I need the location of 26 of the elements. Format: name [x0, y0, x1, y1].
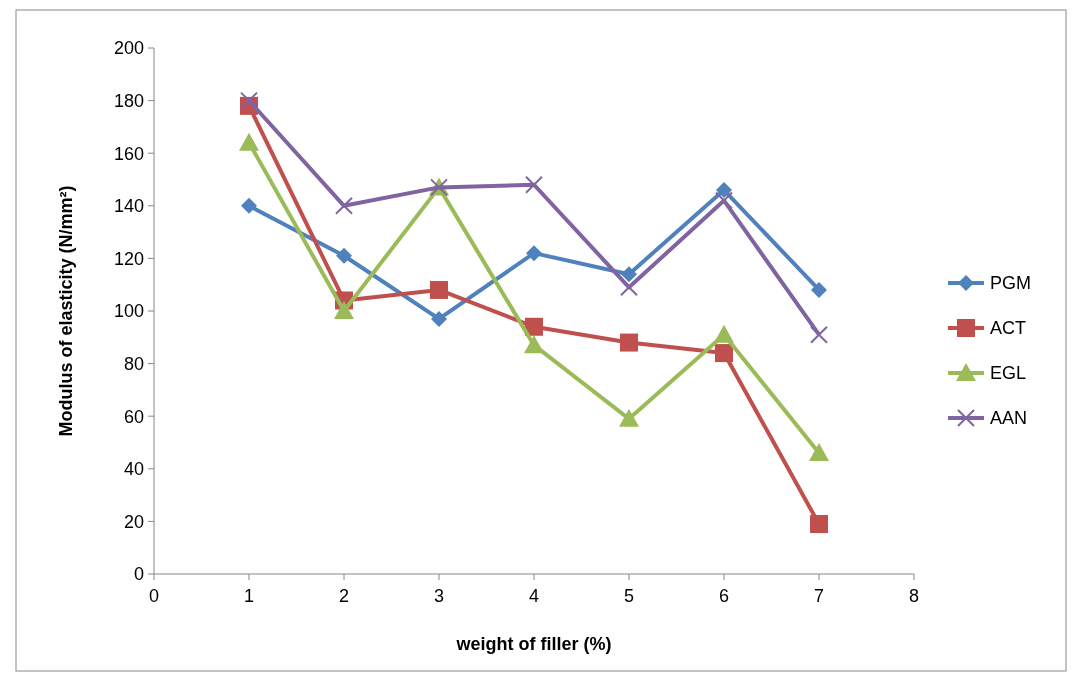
x-tick-label: 1 — [243, 586, 255, 606]
y-axis-title: Modulus of elasticity (N/mm²) — [56, 185, 76, 437]
legend-label: PGM — [990, 273, 1032, 294]
x-tick-label: 3 — [433, 586, 445, 606]
legend-label: ACT — [990, 318, 1026, 339]
legend-label: EGL — [990, 363, 1027, 384]
y-tick-label: 60 — [123, 406, 144, 427]
y-tick-label: 160 — [113, 143, 144, 164]
y-tick-label: 100 — [113, 301, 144, 322]
x-tick-label: 7 — [813, 586, 825, 606]
x-tick-label: 4 — [528, 586, 540, 606]
y-tick-label: 200 — [113, 38, 144, 59]
y-tick-label: 120 — [113, 248, 144, 269]
y-tick-label: 80 — [123, 353, 144, 374]
x-tick-label: 0 — [148, 586, 160, 606]
y-tick-label: 20 — [123, 511, 144, 532]
y-tick-label: 40 — [123, 459, 144, 480]
x-tick-label: 8 — [908, 586, 920, 606]
x-tick-label: 5 — [623, 586, 635, 606]
y-tick-label: 180 — [113, 90, 144, 111]
x-tick-label: 2 — [338, 586, 350, 606]
x-tick-label: 6 — [718, 586, 730, 606]
y-tick-label: 140 — [113, 196, 144, 217]
y-tick-label: 0 — [133, 564, 144, 585]
x-axis-title: weight of filler (%) — [455, 634, 612, 654]
legend-label: AAN — [990, 408, 1028, 429]
